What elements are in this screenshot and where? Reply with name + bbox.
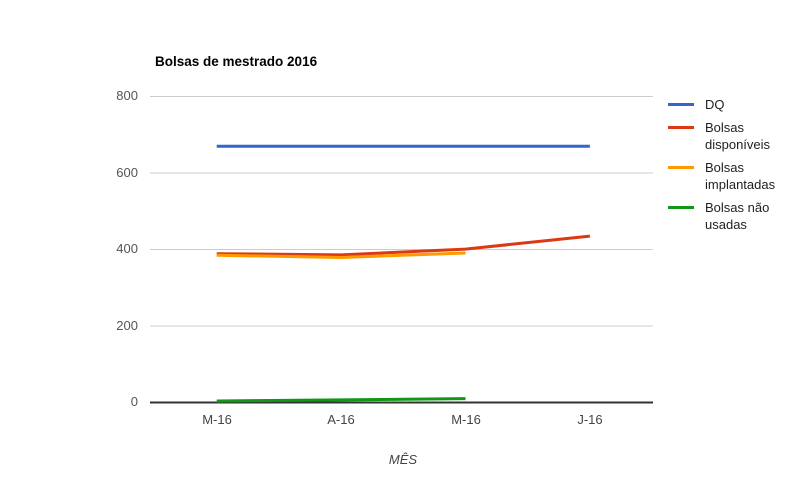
- legend-item-bolsas-implantadas: Bolsas implantadas: [668, 159, 797, 193]
- legend-swatch-dq: [668, 103, 694, 106]
- chart-title: Bolsas de mestrado 2016: [155, 54, 318, 69]
- y-axis-tick-label: 0: [130, 394, 138, 409]
- y-axis-tick-label: 600: [116, 165, 138, 180]
- legend-label: DQ: [705, 97, 725, 112]
- x-axis-title: MÊS: [388, 452, 418, 467]
- series-line-3: [216, 397, 466, 403]
- y-axis-tick-label: 800: [116, 88, 138, 103]
- x-axis-tick-label: J-16: [577, 412, 603, 427]
- legend-item-dq: DQ: [668, 96, 797, 113]
- legend-item-bolsas-nao-usadas: Bolsas não usadas: [668, 199, 797, 233]
- legend-label: Bolsas não usadas: [705, 200, 770, 232]
- y-axis-tick-label: 400: [116, 241, 138, 256]
- series-line-2: [216, 251, 466, 260]
- legend: DQ Bolsas disponíveis Bolsas implantadas…: [668, 96, 797, 233]
- legend-swatch-bolsas-disponiveis: [668, 126, 694, 129]
- legend-label: Bolsas disponíveis: [705, 120, 771, 152]
- x-axis-tick-label: A-16: [327, 412, 355, 427]
- legend-label: Bolsas implantadas: [705, 160, 776, 192]
- legend-item-bolsas-disponiveis: Bolsas disponíveis: [668, 119, 797, 153]
- x-axis-tick-label: M-16: [451, 412, 481, 427]
- legend-swatch-bolsas-nao-usadas: [668, 206, 694, 209]
- x-axis-tick-label: M-16: [202, 412, 232, 427]
- legend-swatch-bolsas-implantadas: [668, 166, 694, 169]
- y-axis-tick-label: 200: [116, 318, 138, 333]
- series-line-1: [216, 234, 591, 257]
